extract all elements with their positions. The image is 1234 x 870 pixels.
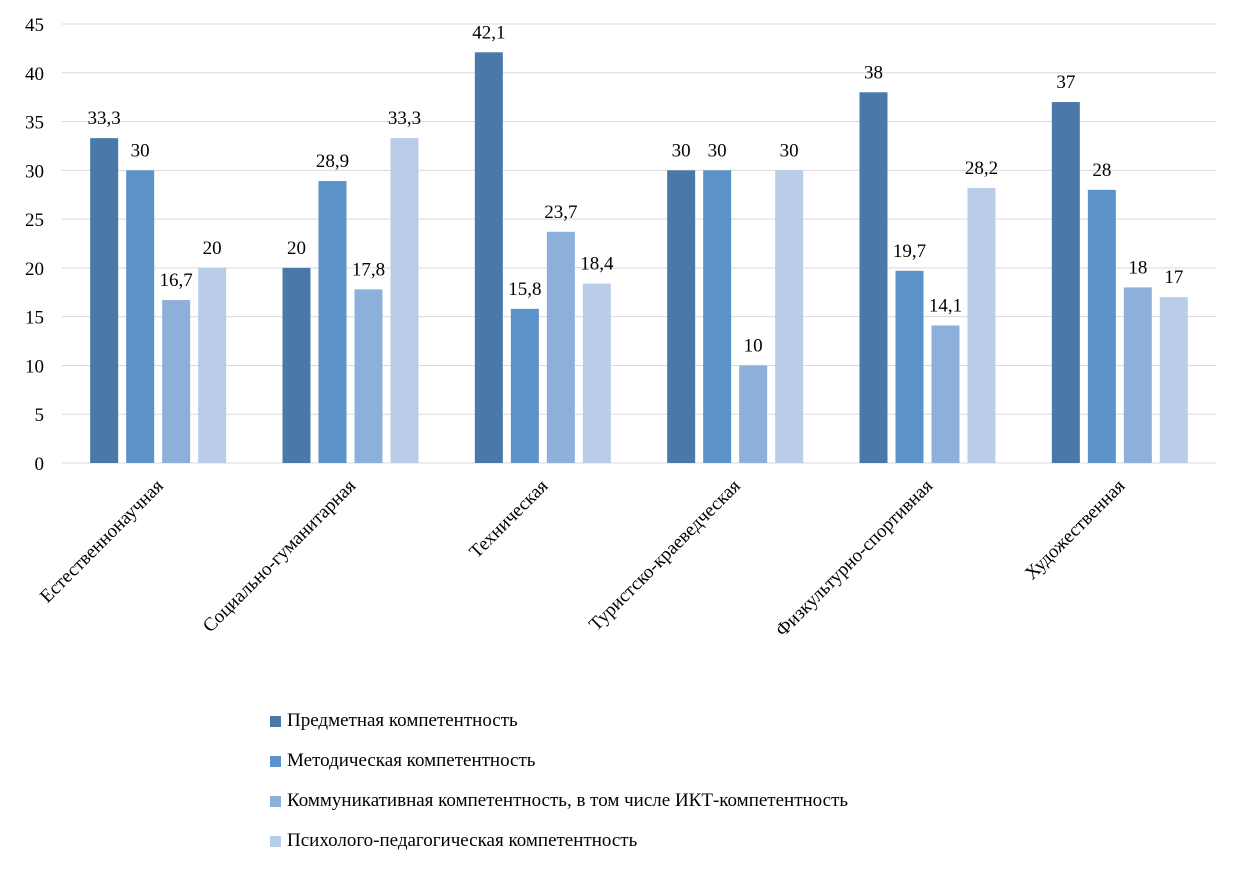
legend-label: Психолого-педагогическая компетентность bbox=[287, 830, 638, 851]
y-tick-label: 35 bbox=[25, 113, 44, 134]
bar bbox=[1123, 287, 1152, 463]
data-label: 20 bbox=[203, 238, 222, 259]
bar bbox=[318, 181, 347, 463]
data-label: 37 bbox=[1056, 72, 1075, 93]
legend-swatch-icon bbox=[270, 835, 281, 847]
bar bbox=[282, 267, 311, 463]
bar bbox=[1051, 102, 1080, 464]
bar bbox=[510, 308, 539, 463]
data-label: 10 bbox=[744, 335, 763, 356]
x-tick-label: Естественнонаучная bbox=[36, 476, 168, 608]
x-tick-label: Художественная bbox=[1021, 476, 1130, 585]
data-label: 28,9 bbox=[316, 151, 349, 172]
x-tick-label: Социально-гуманитарная bbox=[199, 476, 360, 637]
data-label: 30 bbox=[672, 140, 691, 161]
data-label: 15,8 bbox=[508, 279, 541, 300]
data-label: 30 bbox=[708, 140, 727, 161]
y-tick-label: 5 bbox=[35, 405, 45, 426]
y-tick-label: 0 bbox=[35, 454, 45, 475]
y-tick-label: 30 bbox=[25, 161, 44, 182]
data-label: 30 bbox=[780, 140, 799, 161]
data-label: 30 bbox=[131, 140, 150, 161]
legend-item: Психолого-педагогическая компетентность bbox=[270, 830, 848, 852]
bar bbox=[390, 138, 419, 463]
data-label: 28 bbox=[1092, 160, 1111, 181]
data-label: 18 bbox=[1128, 257, 1147, 278]
bar bbox=[859, 92, 888, 464]
data-label: 17 bbox=[1164, 267, 1183, 288]
bar bbox=[667, 170, 696, 464]
y-tick-label: 20 bbox=[25, 259, 44, 280]
y-tick-label: 25 bbox=[25, 210, 44, 231]
bar bbox=[90, 138, 119, 463]
x-tick-label: Техническая bbox=[465, 476, 552, 563]
bar bbox=[703, 170, 732, 464]
bar bbox=[126, 170, 155, 464]
bar bbox=[1087, 189, 1116, 463]
legend-label: Предметная компетентность bbox=[287, 710, 518, 731]
legend: Предметная компетентность Методическая к… bbox=[270, 710, 848, 870]
legend-swatch-icon bbox=[270, 795, 281, 807]
data-label: 18,4 bbox=[580, 253, 614, 274]
data-label: 33,3 bbox=[88, 108, 121, 129]
data-label: 23,7 bbox=[544, 202, 577, 223]
bar bbox=[474, 52, 503, 464]
legend-item: Коммуникативная компетентность, в том чи… bbox=[270, 790, 848, 812]
bar bbox=[162, 300, 191, 463]
data-label: 14,1 bbox=[929, 295, 962, 316]
bar-chart: 0 5 10 15 20 25 30 35 40 45 33,3 30 16,7 20 Естественн… bbox=[25, 15, 1216, 642]
legend-swatch-icon bbox=[270, 755, 281, 767]
bar bbox=[198, 267, 227, 463]
bar bbox=[1159, 297, 1188, 463]
y-tick-label: 40 bbox=[25, 64, 44, 85]
bar bbox=[546, 231, 575, 463]
legend-item: Методическая компетентность bbox=[270, 750, 848, 772]
legend-item: Предметная компетентность bbox=[270, 710, 848, 732]
bar bbox=[931, 325, 960, 463]
data-label: 19,7 bbox=[893, 241, 926, 262]
legend-label: Методическая компетентность bbox=[287, 750, 536, 771]
bar bbox=[775, 170, 804, 464]
data-label: 38 bbox=[864, 62, 883, 83]
bar bbox=[354, 289, 383, 463]
bar bbox=[967, 187, 996, 464]
bar bbox=[582, 283, 611, 463]
y-tick-label: 45 bbox=[25, 15, 44, 36]
bar bbox=[895, 270, 924, 463]
data-label: 20 bbox=[287, 238, 306, 259]
legend-label: Коммуникативная компетентность, в том чи… bbox=[287, 790, 849, 811]
data-label: 33,3 bbox=[388, 108, 421, 129]
y-tick-label: 15 bbox=[25, 308, 44, 329]
data-label: 16,7 bbox=[160, 270, 193, 291]
data-label: 17,8 bbox=[352, 259, 385, 280]
y-tick-label: 10 bbox=[25, 356, 44, 377]
x-tick-label: Физкультурно-спортивная bbox=[772, 476, 938, 642]
x-tick-label: Туристско-краеведческая bbox=[585, 476, 745, 636]
bar bbox=[739, 365, 768, 463]
data-label: 42,1 bbox=[472, 22, 505, 43]
data-label: 28,2 bbox=[965, 158, 998, 179]
legend-swatch-icon bbox=[270, 715, 281, 727]
